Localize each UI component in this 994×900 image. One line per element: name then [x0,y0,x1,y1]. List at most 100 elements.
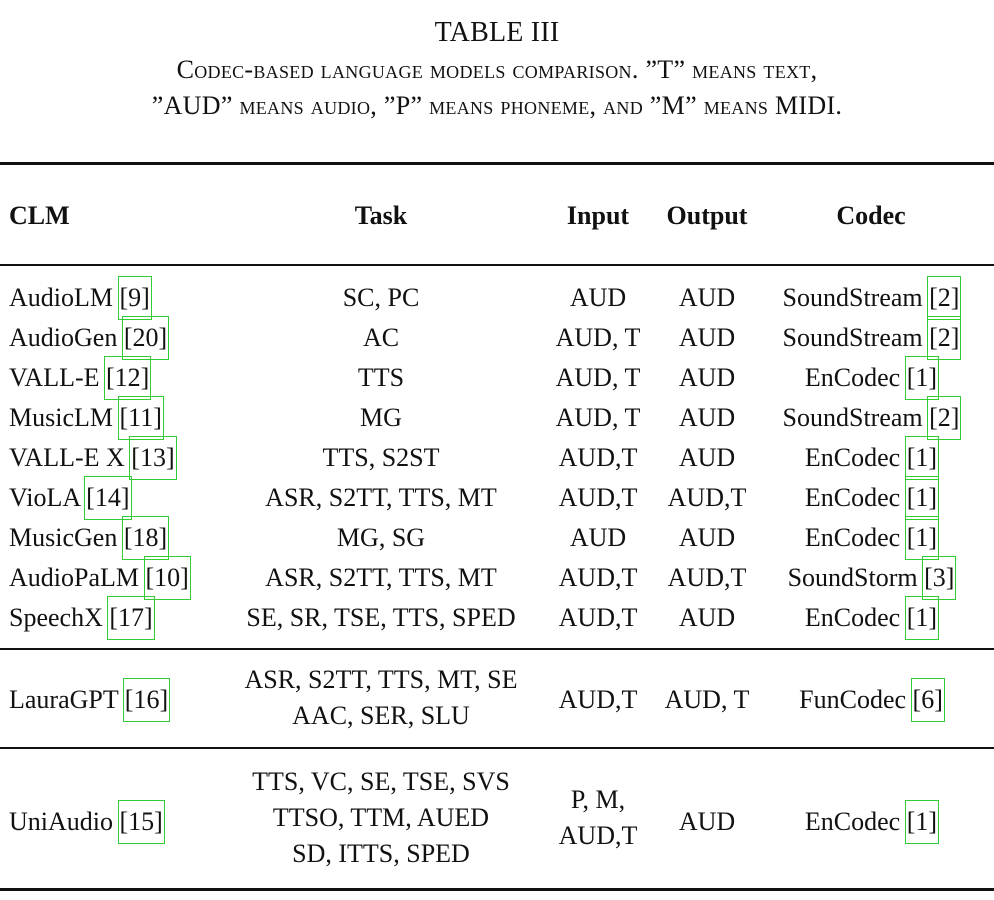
codec-name: EnCodec [804,523,901,552]
task-cell: SC, PC [342,283,420,312]
task-line: TTSO, TTM, AUED [272,803,490,832]
citation-link[interactable]: [9] [117,276,152,320]
citation-link[interactable]: [12] [104,356,152,400]
codec-name: EnCodec [804,603,901,632]
codec-name: EnCodec [804,363,901,392]
citation-link[interactable]: [1] [904,516,940,560]
input-cell: AUD,T [558,603,638,632]
citation-link[interactable]: [14] [84,476,132,520]
output-cell: AUD [678,807,736,836]
task-cell: TTS [357,363,405,392]
citation-link[interactable]: [13] [129,436,177,480]
codec-cell: EnCodec [1] [762,516,980,560]
citation-link[interactable]: [1] [904,476,940,520]
input-cell: AUD,T [558,443,638,472]
citation-link[interactable]: [1] [904,800,940,844]
codec-cell: SoundStream [2] [762,396,980,440]
input-cell: AUD, T [555,363,641,392]
codec-name: SoundStream [782,323,923,352]
model-name: AudioLM [9,283,113,312]
task-cell: ASR, S2TT, TTS, MT [265,483,497,512]
input-cell: AUD,T [558,483,638,512]
header-codec: Codec [836,201,906,230]
model-name: VioLA [9,483,80,512]
codec-cell: SoundStream [2] [762,276,980,320]
model-name: LauraGPT [9,685,119,714]
citation-link[interactable]: [10] [143,556,191,600]
citation-link[interactable]: [1] [904,436,940,480]
input-cell: AUD [569,523,627,552]
citation-link[interactable]: [2] [927,276,962,320]
input-cell: AUD,T [558,685,638,714]
task-cell: ASR, S2TT, TTS, MT, SE AAC, SER, SLU [220,662,542,734]
codec-name: SoundStorm [787,563,918,592]
section-rule-2 [0,747,994,749]
header-output: Output [666,201,748,230]
model-name: VALL-E [9,363,100,392]
output-cell: AUD [678,523,736,552]
task-line: TTS, VC, SE, TSE, SVS [252,767,510,796]
caption-line-1: Codec-based language models comparison. … [176,55,818,84]
citation-link[interactable]: [3] [922,556,957,600]
citation-link[interactable]: [1] [904,596,940,640]
task-line: ASR, S2TT, TTS, MT, SE [244,665,518,694]
task-cell: MG, SG [336,523,426,552]
input-cell: P, M, AUD,T [548,782,648,854]
input-cell: AUD [569,283,627,312]
task-line: AAC, SER, SLU [292,701,470,730]
model-name: VALL-E X [9,443,125,472]
citation-link[interactable]: [2] [927,396,962,440]
codec-cell: EnCodec [1] [762,436,980,480]
citation-link[interactable]: [2] [927,316,962,360]
table-caption: TABLE III Codec-based language models co… [0,14,994,124]
task-cell: MG [360,403,402,432]
citation-link[interactable]: [15] [117,800,165,844]
clm-cell: SpeechX [17] [9,596,155,640]
clm-cell: MusicLM [11] [9,396,164,440]
codec-name: SoundStream [782,403,923,432]
codec-name: EnCodec [804,807,901,836]
table-label: TABLE III [434,17,560,48]
codec-cell: FunCodec [6] [762,678,980,722]
clm-cell: AudioLM [9] [9,276,152,320]
citation-link[interactable]: [17] [107,596,155,640]
input-cell: AUD, T [555,323,641,352]
citation-link[interactable]: [1] [904,356,940,400]
output-cell: AUD [678,603,736,632]
codec-name: SoundStream [782,283,923,312]
header-clm: CLM [9,201,70,230]
output-cell: AUD [678,283,736,312]
output-cell: AUD, T [664,685,750,714]
model-name: AudioPaLM [9,563,139,592]
output-cell: AUD [678,443,736,472]
codec-cell: EnCodec [1] [762,800,980,844]
citation-link[interactable]: [11] [117,396,164,440]
codec-cell: EnCodec [1] [762,476,980,520]
codec-cell: EnCodec [1] [762,356,980,400]
clm-cell: VALL-E [12] [9,356,152,400]
citation-link[interactable]: [20] [121,316,170,360]
codec-cell: SoundStorm [3] [762,556,980,600]
citation-link[interactable]: [18] [121,516,170,560]
task-cell: SE, SR, TSE, TTS, SPED [246,603,516,632]
codec-name: EnCodec [804,483,901,512]
model-name: AudioGen [9,323,118,352]
model-name: MusicGen [9,523,118,552]
codec-cell: EnCodec [1] [762,596,980,640]
output-cell: AUD,T [667,483,747,512]
task-cell: TTS, S2ST [322,443,440,472]
input-cell: AUD,T [558,563,638,592]
model-name: SpeechX [9,603,103,632]
citation-link[interactable]: [16] [122,678,171,722]
task-cell: TTS, VC, SE, TSE, SVS TTSO, TTM, AUED SD… [220,764,542,872]
clm-cell: UniAudio [15] [9,800,165,844]
header-input: Input [566,201,630,230]
output-cell: AUD [678,323,736,352]
caption-line-2: ”AUD” means audio, ”P” means phoneme, an… [151,91,843,120]
header-task: Task [354,201,408,230]
output-cell: AUD [678,403,736,432]
input-line: AUD,T [558,821,638,850]
citation-link[interactable]: [6] [910,678,945,722]
clm-cell: LauraGPT [16] [9,678,171,722]
clm-cell: MusicGen [18] [9,516,170,560]
